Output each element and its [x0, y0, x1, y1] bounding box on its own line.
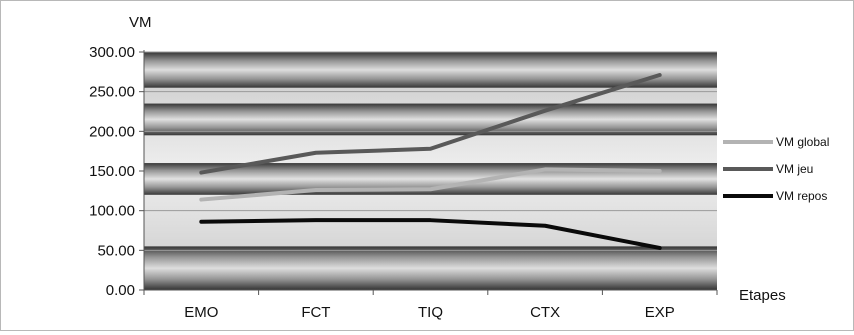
series-line-vm-repos — [199, 218, 662, 250]
y-tick-label: 50.00 — [97, 242, 135, 259]
line-chart: 0.00 50.00 100.00 150.00 200.00 250.00 300.00 E… — [89, 14, 829, 321]
y-tick-label: 100.00 — [89, 203, 135, 220]
x-axis-label: Etapes — [739, 287, 786, 304]
legend-label: VM global — [776, 135, 829, 149]
background-band — [144, 246, 717, 290]
x-tick-label: EMO — [184, 304, 218, 321]
y-axis-label: VM — [129, 14, 152, 31]
x-tick-label: TIQ — [418, 304, 443, 321]
axes: 0.00 50.00 100.00 150.00 200.00 250.00 300.00 E… — [89, 44, 718, 321]
gridlines — [144, 51, 717, 251]
y-tick-label: 0.00 — [106, 282, 135, 299]
x-tick-label: CTX — [530, 304, 560, 321]
series-lines — [199, 73, 662, 250]
series-line-vm-global — [199, 167, 662, 202]
series-line-vm-jeu — [199, 73, 662, 175]
x-tick-label: FCT — [301, 304, 330, 321]
legend: VM global VM jeu VM repos — [723, 135, 829, 203]
y-tick-label: 300.00 — [89, 44, 135, 61]
y-tick-label: 250.00 — [89, 84, 135, 101]
legend-label: VM jeu — [776, 162, 813, 176]
x-tick-label: EXP — [645, 304, 675, 321]
background-band — [144, 52, 717, 88]
legend-label: VM repos — [776, 189, 827, 203]
y-tick-label: 150.00 — [89, 163, 135, 180]
y-tick-label: 200.00 — [89, 123, 135, 140]
background-band — [144, 103, 717, 136]
